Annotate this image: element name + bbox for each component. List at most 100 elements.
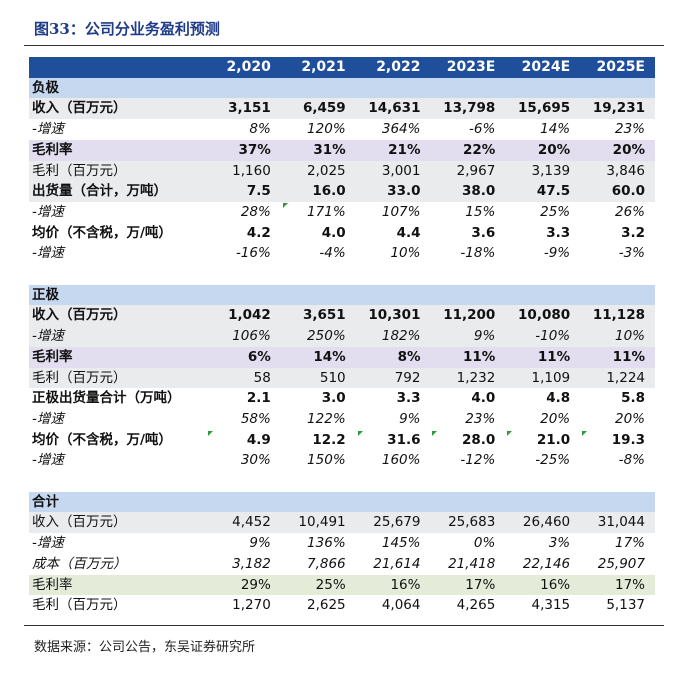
spacer-cell [580,264,655,285]
row-label: 毛利率 [29,574,206,596]
value-cell: 21,418 [448,555,496,572]
value-cell: 26,460 [505,512,581,534]
table-row: -增速 28% 171% 107% 15% 25% 26% [29,202,655,223]
value-cell: 11% [580,346,655,368]
row-label: -增速 [29,326,206,347]
value-cell: 3,151 [206,98,281,120]
value-cell: 10% [580,326,655,347]
value-cell: 9% [249,535,271,552]
row-label: -增速 [32,203,64,220]
value-cell: 10,080 [505,305,581,327]
value-cell: 38.0 [430,181,506,202]
value-cell: 1,232 [430,367,506,389]
value-cell: 7.5 [206,181,281,202]
value-cell: 3.6 [471,224,496,241]
table-row: 收入（百万元） 4,452 10,491 25,679 25,683 26,460 31,0… [29,512,655,534]
value-cell: 12.2 [312,431,346,448]
value-cell: 150% [307,452,346,469]
value-cell: 1,042 [206,305,281,327]
value-cell: 14,631 [355,98,431,120]
value-cell: 13,798 [430,98,506,120]
row-label: 正极出货量合计（万吨） [32,390,181,407]
value-cell: 5.8 [621,390,645,407]
row-label: 毛利率 [29,139,206,161]
section-header-cell [505,491,581,513]
value-cell: 5,137 [606,597,645,614]
spacer-cell [505,471,581,492]
value-cell: -6% [469,121,496,138]
value-cell: 2,625 [307,597,346,614]
bottom-rule [24,625,664,626]
table-row: 均价（不含税，万/吨） 4.9 12.2 31.6 28.0 21.0 19.3 [29,430,655,451]
section-title: 合计 [29,491,206,513]
value-cell: 171% [281,202,356,223]
spacer-row [29,264,655,285]
table-row: 均价（不含税，万/吨） 4.2 4.0 4.4 3.6 3.3 3.2 [29,223,655,244]
value-cell: 31.6 [356,430,431,451]
value-cell: -4% [319,245,346,262]
spacer-cell [206,471,281,492]
row-label: 毛利（百万元） [32,597,127,614]
value-cell: 37% [206,139,281,161]
row-label: 成本（百万元） [32,555,127,572]
value-cell: 17% [430,574,506,596]
spacer-cell [206,264,281,285]
row-label: 出货量（合计，万吨） [29,181,206,202]
table-row: 毛利率 37% 31% 21% 22% 20% 20% [29,139,655,161]
value-cell: 11,200 [430,305,506,327]
value-cell: 145% [381,535,421,552]
value-cell: 120% [307,121,346,138]
value-cell: 3,182 [232,555,271,572]
value-cell: 4.2 [246,224,271,241]
section-header-cell [580,284,655,306]
value-cell: 11% [430,346,506,368]
value-cell: 19.3 [580,430,655,451]
value-cell: 250% [280,326,356,347]
table-row: 毛利（百万元） 1,270 2,625 4,064 4,265 4,315 5,137 [29,595,655,616]
value-cell: 58% [240,410,271,427]
header-row: 2,020 2,021 2,022 2023E 2024E 2025E [29,57,655,78]
section-header-cell [430,284,506,306]
value-cell: 4.0 [471,390,496,407]
value-cell: 23% [465,410,496,427]
row-label: 均价（不含税，万/吨） [32,431,172,448]
value-cell: 4,452 [206,512,281,534]
value-cell: 160% [381,452,421,469]
section-title: 正极 [29,284,206,306]
value-cell: 17% [580,574,655,596]
row-label: 均价（不含税，万/吨） [32,224,172,241]
figure-title: 图33：公司分业务盈利预测 [34,20,220,38]
comment-marker-icon [432,430,438,436]
value-cell: 8% [249,121,271,138]
value-cell: 21% [355,139,431,161]
value-cell: 510 [280,367,356,389]
comment-marker-icon [282,202,288,208]
section-header-cell [206,77,281,99]
value-cell: 10% [390,245,421,262]
value-cell: -10% [505,326,581,347]
row-label: 毛利（百万元） [29,367,206,389]
section-header-cell [280,77,356,99]
value-cell: 16% [355,574,431,596]
header-cell-blank [29,57,206,78]
table-row: 成本（百万元） 3,182 7,866 21,614 21,418 22,146 25,90… [29,554,655,575]
comment-marker-icon [357,430,363,436]
value-cell: 47.5 [505,181,581,202]
value-cell: 6,459 [280,98,356,120]
value-cell: 16% [505,574,581,596]
table-row: 正极出货量合计（万吨） 2.1 3.0 3.3 4.0 4.8 5.8 [29,388,655,409]
value-cell: 15,695 [505,98,581,120]
value-cell: 2.1 [246,390,271,407]
value-cell: 4,315 [531,597,571,614]
table-row: 收入（百万元） 1,042 3,651 10,301 11,200 10,080 11,12… [29,305,655,327]
value-cell: 122% [307,410,346,427]
row-label: 收入（百万元） [29,305,206,327]
table-row: 毛利率 6% 14% 8% 11% 11% 11% [29,346,655,368]
value-cell: 28% [240,203,271,220]
value-cell: 1,160 [206,160,281,182]
section-header-row: 正极 [29,284,655,306]
section-header-cell [280,284,356,306]
value-cell: 31% [280,139,356,161]
section-header-cell [430,77,506,99]
row-label: 收入（百万元） [29,98,206,120]
